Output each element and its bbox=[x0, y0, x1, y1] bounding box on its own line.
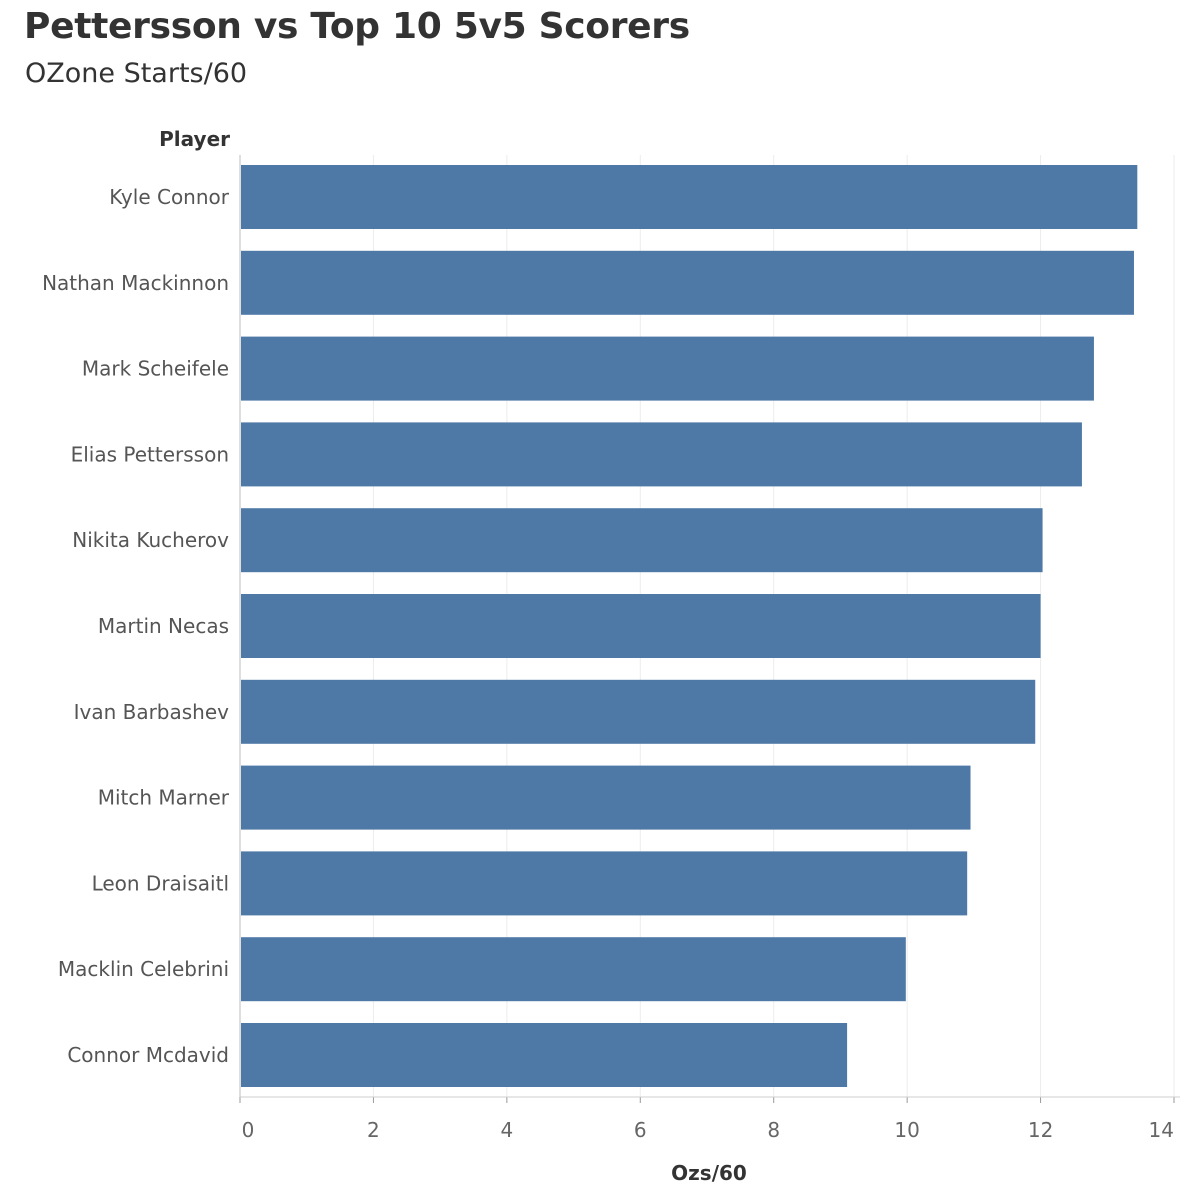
category-label: Ivan Barbashev bbox=[74, 700, 230, 724]
chart-title: Pettersson vs Top 10 5v5 Scorers bbox=[24, 6, 690, 47]
category-label: Mark Scheifele bbox=[82, 357, 229, 381]
category-label: Connor Mcdavid bbox=[67, 1043, 229, 1067]
category-label: Macklin Celebrini bbox=[58, 957, 229, 981]
x-tick-label: 4 bbox=[500, 1118, 513, 1142]
chart-subtitle: OZone Starts/60 bbox=[25, 58, 248, 89]
x-tick-label: 14 bbox=[1149, 1118, 1174, 1142]
bar bbox=[241, 422, 1082, 487]
category-label: Nathan Mackinnon bbox=[42, 271, 229, 295]
category-label: Elias Pettersson bbox=[71, 442, 229, 466]
x-tick-label: 10 bbox=[894, 1118, 919, 1142]
bar bbox=[241, 765, 971, 830]
x-tick-label: 2 bbox=[367, 1118, 380, 1142]
x-tick-label: 6 bbox=[634, 1118, 647, 1142]
x-axis-title: Ozs/60 bbox=[671, 1161, 747, 1185]
bar bbox=[241, 250, 1134, 315]
bar bbox=[241, 508, 1043, 573]
category-labels: Kyle Connor Nathan Mackinnon Mark Scheifel… bbox=[42, 185, 230, 1067]
x-tick-label: 0 bbox=[242, 1118, 255, 1142]
category-label: Leon Draisaitl bbox=[92, 871, 229, 895]
x-tick-label: 12 bbox=[1028, 1118, 1053, 1142]
bar bbox=[241, 336, 1094, 401]
axes: 0 2 4 6 8 10 12 14 bbox=[239, 155, 1180, 1142]
bar bbox=[241, 851, 968, 916]
bar bbox=[241, 937, 906, 1002]
category-label: Nikita Kucherov bbox=[72, 528, 229, 552]
bar bbox=[241, 679, 1036, 744]
bar bbox=[241, 1023, 848, 1087]
bars bbox=[241, 165, 1138, 1087]
category-label: Martin Necas bbox=[98, 614, 229, 638]
category-label: Kyle Connor bbox=[109, 185, 230, 209]
x-tick-label: 8 bbox=[767, 1118, 780, 1142]
category-label: Mitch Marner bbox=[98, 786, 230, 810]
bar bbox=[241, 594, 1041, 658]
bar bbox=[241, 165, 1138, 229]
y-axis-title: Player bbox=[159, 127, 230, 151]
